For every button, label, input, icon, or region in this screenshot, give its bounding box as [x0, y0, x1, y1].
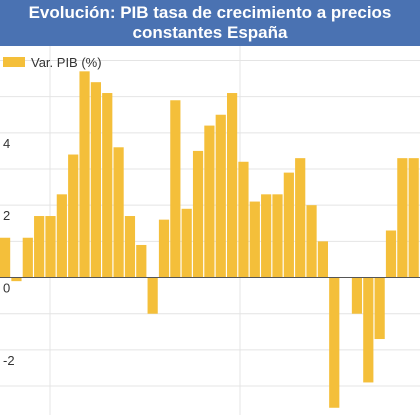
bar[interactable] [351, 277, 363, 314]
bar[interactable] [295, 158, 306, 278]
bar[interactable] [158, 219, 170, 278]
bar[interactable] [249, 201, 260, 278]
bar[interactable] [0, 237, 11, 278]
bar[interactable] [374, 277, 385, 340]
bar[interactable] [261, 194, 272, 278]
legend[interactable]: Var. PIB (%) [3, 55, 102, 70]
bar[interactable] [363, 277, 374, 383]
y-tick-label: 0 [3, 281, 10, 296]
bar[interactable] [124, 216, 136, 278]
bar[interactable] [147, 277, 158, 314]
bar[interactable] [227, 93, 238, 278]
bar[interactable] [204, 125, 215, 278]
bar[interactable] [34, 216, 45, 278]
y-tick-label: -2 [3, 353, 15, 368]
legend-label: Var. PIB (%) [31, 55, 102, 70]
bar[interactable] [408, 158, 419, 278]
bar[interactable] [102, 93, 113, 278]
bar-chart: -2 0 2 4 Var. PIB (%) [0, 46, 420, 415]
chart-title: Evolución: PIB tasa de crecimiento a pre… [28, 3, 392, 42]
bar[interactable] [11, 277, 22, 282]
bar[interactable] [385, 230, 397, 278]
bar[interactable] [329, 277, 340, 408]
y-tick-label: 4 [3, 136, 10, 151]
bar[interactable] [317, 241, 328, 278]
bar[interactable] [238, 161, 249, 278]
bar[interactable] [170, 100, 181, 278]
bar[interactable] [45, 216, 56, 278]
bar[interactable] [56, 194, 67, 278]
bar[interactable] [215, 114, 226, 278]
bar[interactable] [192, 150, 204, 278]
bar[interactable] [22, 237, 33, 278]
bar[interactable] [113, 147, 124, 278]
bar[interactable] [68, 154, 79, 278]
y-tick-labels: -2 0 2 4 [3, 136, 15, 368]
bar[interactable] [90, 82, 101, 278]
bar[interactable] [306, 205, 317, 278]
chart-header: Evolución: PIB tasa de crecimiento a pre… [0, 0, 420, 46]
bar[interactable] [181, 208, 192, 278]
bar[interactable] [136, 244, 147, 278]
bars [0, 71, 420, 408]
y-tick-label: 2 [3, 208, 10, 223]
legend-swatch [3, 57, 25, 67]
bar[interactable] [283, 172, 294, 278]
bar[interactable] [79, 71, 90, 278]
bar[interactable] [272, 194, 283, 278]
bar[interactable] [397, 158, 408, 278]
